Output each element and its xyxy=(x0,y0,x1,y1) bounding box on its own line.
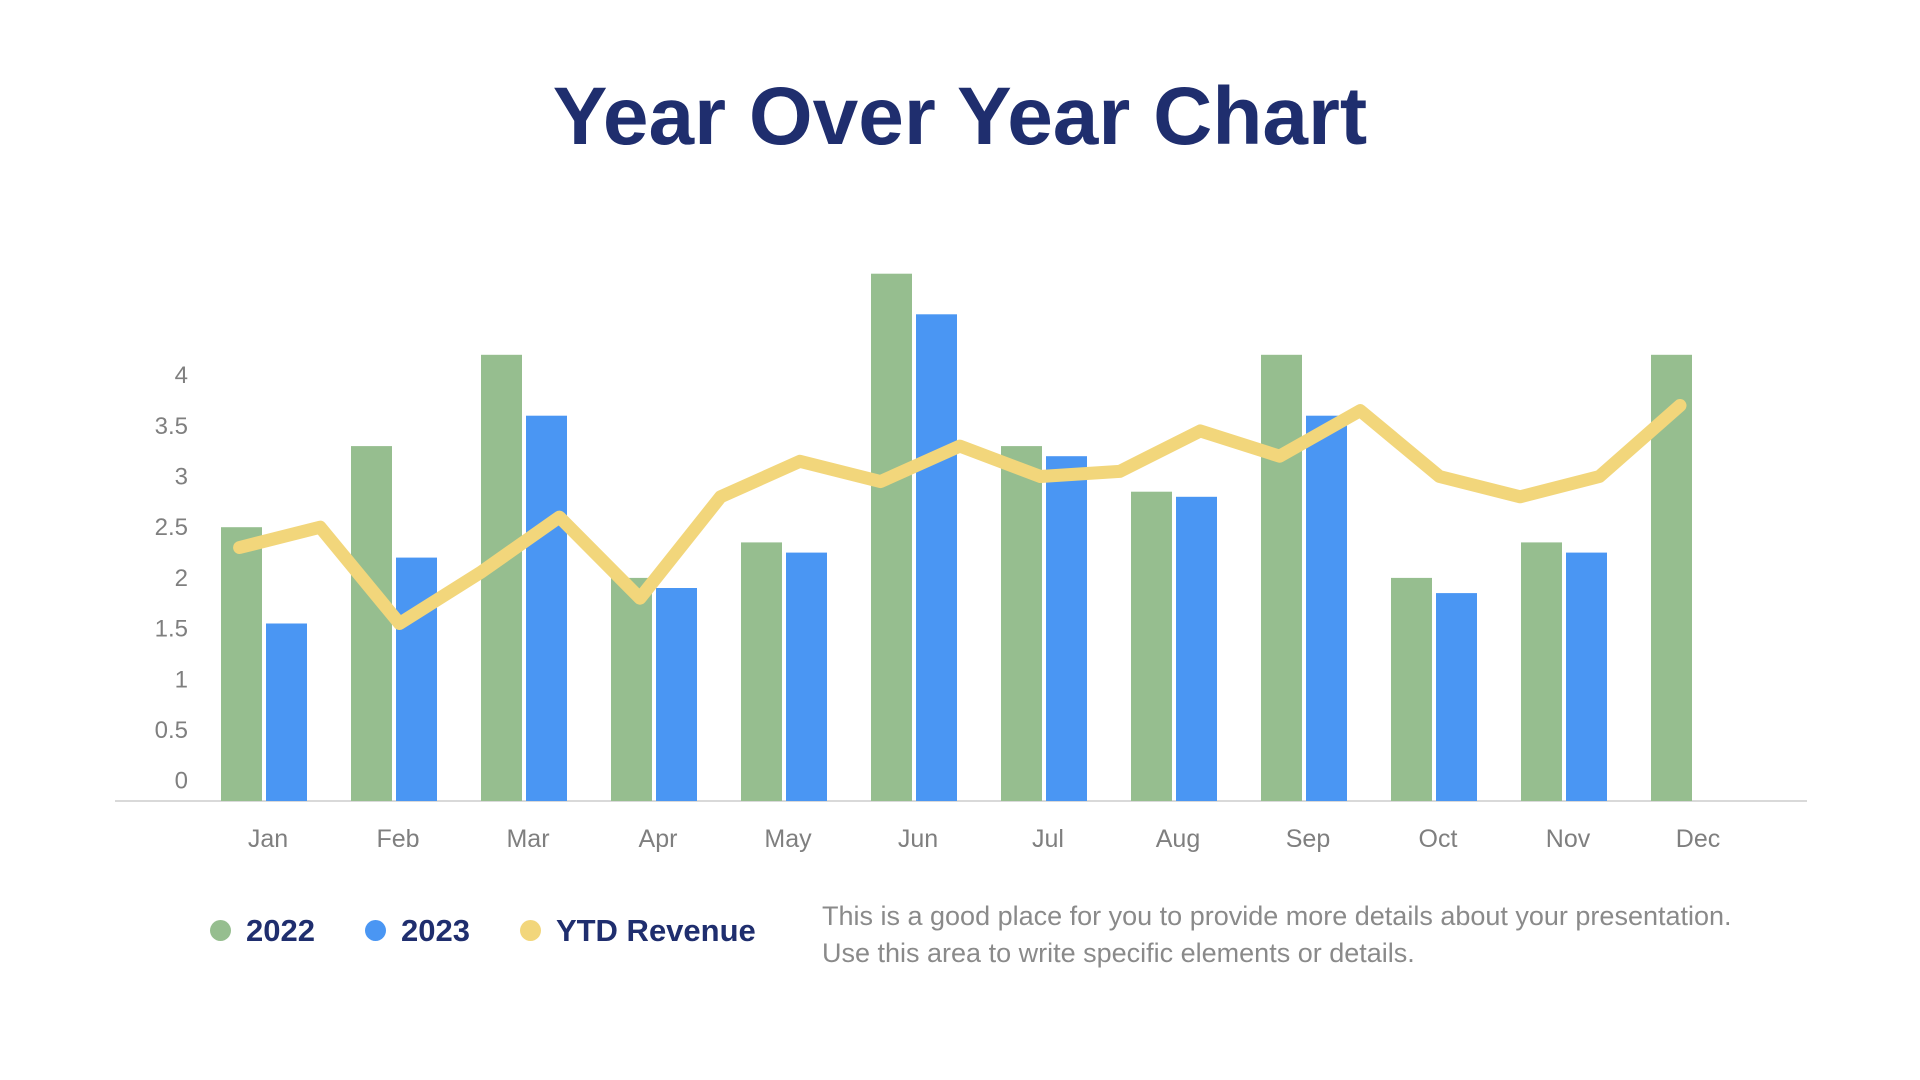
y-tick-label-2.5: 2.5 xyxy=(155,514,188,541)
bar-2023-sep xyxy=(1306,415,1347,801)
legend-label-2023: 2023 xyxy=(400,913,470,948)
y-tick-label-3.5: 3.5 xyxy=(155,413,188,440)
x-axis-label-nov: Nov xyxy=(1546,825,1591,853)
bar-2023-oct xyxy=(1436,593,1477,801)
legend-item-ytd-revenue: YTD Revenue xyxy=(519,913,756,948)
bar-2022-jan xyxy=(221,527,262,801)
bar-2022-sep xyxy=(1261,354,1302,801)
bar-2022-aug xyxy=(1131,491,1172,801)
legend-label-ytd-revenue: YTD Revenue xyxy=(555,913,756,948)
bar-2022-jul xyxy=(1001,446,1042,801)
description-line-1: This is a good place for you to provide … xyxy=(822,901,1732,931)
bar-2023-jan xyxy=(266,623,307,801)
y-tick-label-2: 2 xyxy=(175,565,188,592)
bar-2023-apr xyxy=(656,588,697,801)
bar-2023-jul xyxy=(1046,456,1087,801)
y-tick-label-1: 1 xyxy=(175,666,188,693)
bar-2023-aug xyxy=(1176,496,1217,801)
x-axis-label-sep: Sep xyxy=(1286,825,1330,853)
bar-2023-nov xyxy=(1566,552,1607,801)
bar-2022-oct xyxy=(1391,577,1432,801)
x-axis-label-jun: Jun xyxy=(898,825,938,853)
page-title: Year Over Year Chart xyxy=(552,71,1368,162)
legend-dot-2022-icon xyxy=(210,920,231,941)
y-tick-label-3: 3 xyxy=(175,464,188,491)
y-tick-label-4: 4 xyxy=(175,362,188,389)
legend-item-2023: 2023 xyxy=(364,913,470,948)
bar-2022-apr xyxy=(611,577,652,801)
x-axis-label-oct: Oct xyxy=(1419,825,1458,853)
y-tick-label-1.5: 1.5 xyxy=(155,616,188,643)
legend-dot-ytd-revenue-icon xyxy=(519,920,541,941)
legend-label-2022: 2022 xyxy=(246,913,315,948)
bar-2022-nov xyxy=(1521,542,1562,801)
x-axis-label-apr: Apr xyxy=(639,825,678,853)
y-tick-label-0: 0 xyxy=(175,768,188,795)
bar-2022-may xyxy=(741,542,782,801)
y-tick-label-0.5: 0.5 xyxy=(155,717,188,744)
legend-item-2022: 2022 xyxy=(210,915,315,946)
bar-2023-may xyxy=(786,552,827,801)
x-axis-label-dec: Dec xyxy=(1676,825,1720,853)
legend-dot-2023-icon xyxy=(364,920,386,941)
bar-2022-jun xyxy=(871,273,912,801)
bar-2023-feb xyxy=(396,557,437,801)
bar-2022-feb xyxy=(351,446,392,801)
description-line-2: Use this area to write specific elements… xyxy=(822,938,1415,968)
description-text: This is a good place for you to provide … xyxy=(822,898,1802,972)
ytd-revenue-line xyxy=(233,399,1687,630)
x-axis-label-mar: Mar xyxy=(506,825,549,853)
chart-legend: 2022 2023 YTD Revenue xyxy=(210,915,806,946)
x-axis-label-feb: Feb xyxy=(376,825,419,853)
bar-2023-jun xyxy=(916,314,957,801)
bar-2022-mar xyxy=(481,354,522,801)
x-axis-label-jan: Jan xyxy=(248,825,288,853)
x-axis-label-aug: Aug xyxy=(1156,825,1200,853)
x-axis-label-may: May xyxy=(764,825,812,853)
x-axis-label-jul: Jul xyxy=(1032,825,1064,853)
bar-2023-mar xyxy=(526,415,567,801)
